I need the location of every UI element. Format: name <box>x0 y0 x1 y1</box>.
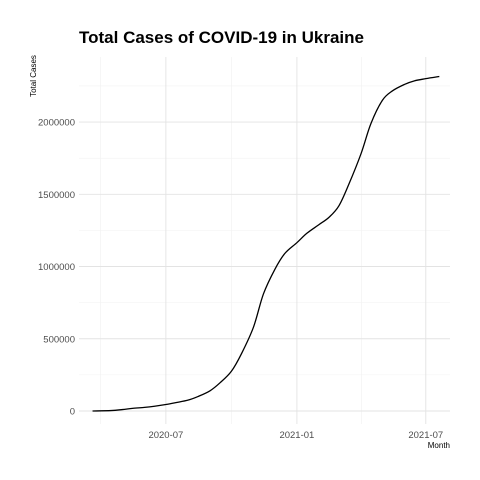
y-axis-title: Total Cases <box>29 55 38 97</box>
y-tick-label: 0 <box>70 406 75 417</box>
y-tick-label: 2000000 <box>38 118 75 129</box>
tick-labels: 0 500000 1000000 1500000 2000000 2020-07 2021-… <box>38 118 443 441</box>
x-tick-label: 2021-07 <box>408 430 443 441</box>
series-layer <box>92 75 440 412</box>
x-axis-title: Month <box>428 441 450 450</box>
grid <box>79 57 450 424</box>
y-tick-label: 1500000 <box>38 190 75 201</box>
chart-title: Total Cases of COVID-19 in Ukraine <box>79 28 364 47</box>
x-tick-label: 2020-07 <box>148 430 183 441</box>
y-tick-label: 500000 <box>43 334 75 345</box>
x-tick-label: 2021-01 <box>279 430 314 441</box>
y-tick-label: 1000000 <box>38 262 75 273</box>
series-line-total-cases <box>92 75 440 412</box>
